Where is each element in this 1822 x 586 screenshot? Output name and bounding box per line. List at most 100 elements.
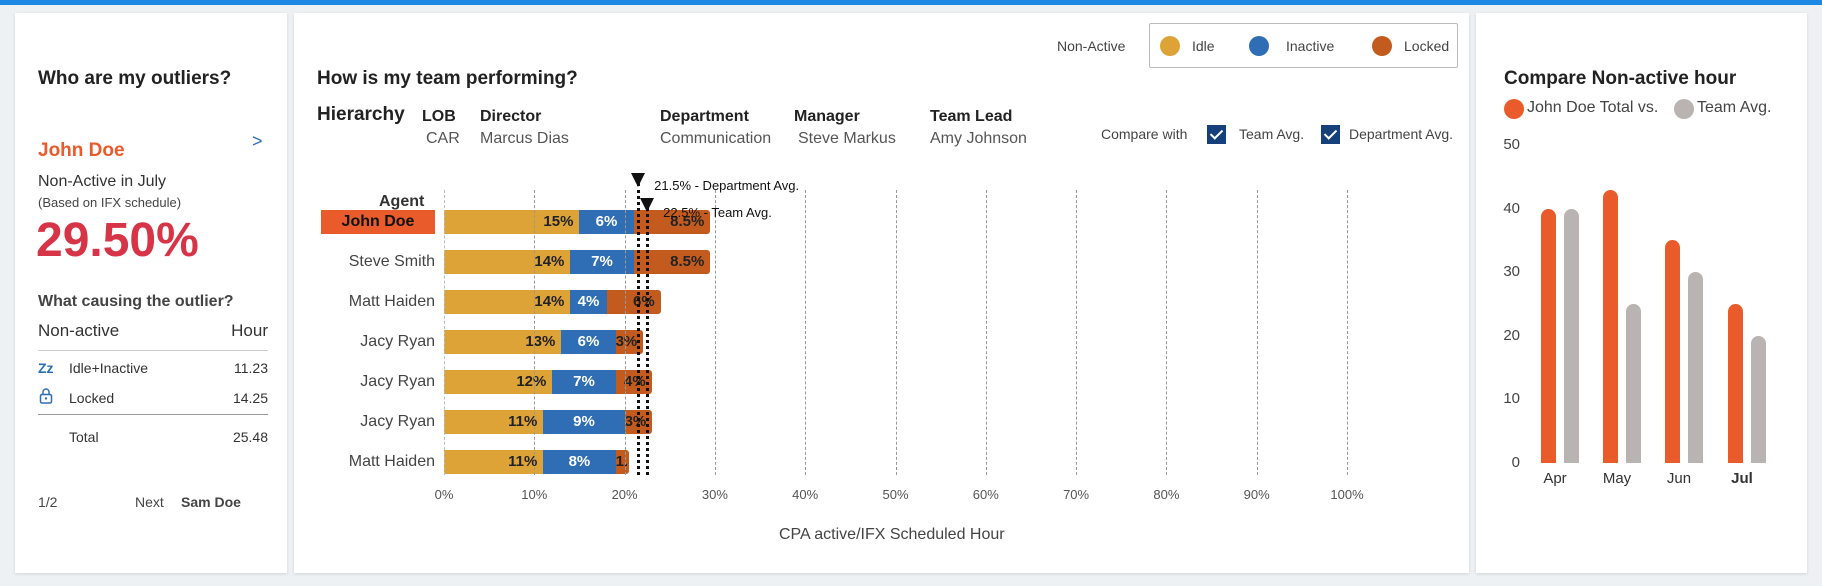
reference-label: 21.5% - Department Avg. bbox=[654, 178, 800, 193]
cause-label: Locked bbox=[69, 390, 115, 406]
outlier-period: Non-Active in July bbox=[38, 173, 167, 190]
y-tick-label: 0 bbox=[1511, 454, 1520, 471]
outlier-name[interactable]: John Doe bbox=[38, 140, 125, 161]
bar-segment-idle[interactable]: 11% bbox=[444, 450, 544, 474]
bar-segment-inactive[interactable]: 8% bbox=[543, 450, 616, 474]
cause-total-value: 25.48 bbox=[232, 429, 268, 445]
legend-john-doe: John Doe Total vs. bbox=[1527, 99, 1659, 116]
bar-segment-inactive[interactable]: 9% bbox=[543, 410, 625, 434]
idle-dot-icon bbox=[1160, 36, 1180, 56]
agent-name[interactable]: Jacy Ryan bbox=[360, 373, 435, 390]
john-doe-dot-icon bbox=[1504, 99, 1524, 119]
next-name[interactable]: Sam Doe bbox=[181, 494, 241, 510]
gridline bbox=[714, 190, 716, 475]
team-performance-card: How is my team performing? Non-Active Id… bbox=[294, 13, 1469, 573]
x-tick-label: May bbox=[1602, 470, 1632, 487]
hier-label-department: Department bbox=[660, 108, 749, 125]
divider bbox=[38, 350, 268, 351]
zz-sleep-icon: Zz bbox=[38, 360, 54, 376]
bar-segment-idle[interactable]: 15% bbox=[444, 210, 580, 234]
bar-segment-inactive[interactable]: 7% bbox=[552, 370, 616, 394]
cause-row: Zz Idle+Inactive 11.23 bbox=[38, 360, 268, 376]
gridline bbox=[895, 190, 897, 475]
gridline bbox=[1166, 190, 1168, 475]
team-avg-label[interactable]: Team Avg. bbox=[1239, 126, 1305, 142]
x-tick-label: 30% bbox=[701, 487, 728, 502]
hier-label-director: Director bbox=[480, 108, 542, 125]
outlier-percent: 29.50% bbox=[36, 214, 199, 267]
bar-team-avg[interactable] bbox=[1626, 304, 1641, 463]
top-accent-bar bbox=[0, 0, 1822, 5]
bar-segment-inactive[interactable]: 4% bbox=[570, 290, 607, 314]
chevron-right-icon[interactable]: > bbox=[252, 131, 263, 151]
agent-name[interactable]: Jacy Ryan bbox=[360, 413, 435, 430]
legend-inactive: Inactive bbox=[1286, 38, 1335, 54]
compare-card: Compare Non-active hour John Doe Total v… bbox=[1476, 13, 1807, 573]
reference-line bbox=[637, 183, 641, 475]
x-tick-label: 40% bbox=[792, 487, 819, 502]
bar-segment-locked[interactable]: 1.5% bbox=[615, 450, 630, 474]
bar-john-doe[interactable] bbox=[1728, 304, 1743, 463]
team-avg-dot-icon bbox=[1674, 99, 1694, 119]
bar-segment-inactive[interactable]: 6% bbox=[561, 330, 616, 354]
team-avg-checkbox[interactable] bbox=[1207, 125, 1226, 144]
bar-segment-inactive[interactable]: 7% bbox=[570, 250, 634, 274]
bar-john-doe[interactable] bbox=[1665, 240, 1680, 463]
x-tick-label: 80% bbox=[1153, 487, 1180, 502]
department-avg-checkbox[interactable] bbox=[1321, 125, 1340, 144]
cause-col-left: Non-active bbox=[38, 321, 120, 340]
next-label[interactable]: Next bbox=[135, 494, 164, 510]
reference-line bbox=[646, 208, 650, 475]
compare-bar-chart: 0 10 20 30 40 50 Apr May Jun Jul bbox=[1476, 13, 1807, 573]
bar-john-doe[interactable] bbox=[1603, 189, 1618, 463]
y-tick-label: 40 bbox=[1503, 199, 1520, 217]
x-tick-label: Apr bbox=[1543, 470, 1567, 487]
agent-name[interactable]: Matt Haiden bbox=[348, 293, 435, 310]
hier-label-lob: LOB bbox=[422, 108, 456, 125]
legend-label: Non-Active bbox=[1057, 38, 1126, 54]
x-tick-label: 50% bbox=[882, 487, 909, 502]
bar-segment-idle[interactable]: 14% bbox=[444, 250, 571, 274]
cause-value: 11.23 bbox=[234, 360, 268, 376]
gridline bbox=[444, 190, 445, 475]
bar-team-avg[interactable] bbox=[1564, 208, 1579, 463]
cause-col-right: Hour bbox=[231, 321, 268, 340]
reference-marker-icon bbox=[640, 198, 655, 212]
compare-label: Compare with bbox=[1101, 126, 1188, 142]
agent-name[interactable]: Steve Smith bbox=[348, 253, 435, 270]
bar-segment-locked[interactable]: 4% bbox=[615, 370, 652, 394]
x-tick-label: 10% bbox=[521, 487, 548, 502]
x-tick-label: 70% bbox=[1063, 487, 1090, 502]
x-tick-label: 0% bbox=[434, 487, 454, 502]
x-tick-label: 90% bbox=[1243, 487, 1270, 502]
x-axis-label: CPA active/IFX Scheduled Hour bbox=[779, 526, 1005, 543]
bar-team-avg[interactable] bbox=[1688, 272, 1703, 463]
outlier-basis: (Based on IFX schedule) bbox=[38, 195, 182, 210]
bar-segment-idle[interactable]: 11% bbox=[444, 410, 544, 434]
legend-idle: Idle bbox=[1192, 38, 1215, 54]
reference-marker-icon bbox=[631, 173, 646, 187]
bar-john-doe[interactable] bbox=[1541, 208, 1556, 463]
x-tick-label: Jun bbox=[1666, 470, 1692, 487]
gridline bbox=[805, 190, 807, 475]
outliers-title: Who are my outliers? bbox=[38, 68, 232, 89]
x-tick-label: 60% bbox=[972, 487, 999, 502]
department-avg-label[interactable]: Department Avg. bbox=[1349, 126, 1454, 142]
bar-segment-inactive[interactable]: 6% bbox=[579, 210, 634, 234]
hier-value-lob: CAR bbox=[426, 130, 460, 147]
bar-segment-idle[interactable]: 13% bbox=[444, 330, 562, 354]
y-tick-label: 20 bbox=[1503, 326, 1520, 344]
cause-value: 14.25 bbox=[232, 390, 268, 406]
agent-name-highlight[interactable]: John Doe bbox=[321, 210, 435, 234]
bar-segment-idle[interactable]: 14% bbox=[444, 290, 571, 314]
agent-name[interactable]: Matt Haiden bbox=[348, 453, 435, 470]
gridline bbox=[1347, 190, 1348, 475]
hier-value-manager: Steve Markus bbox=[798, 130, 896, 147]
locked-dot-icon bbox=[1372, 36, 1392, 56]
y-tick-label: 10 bbox=[1503, 390, 1520, 408]
bar-team-avg[interactable] bbox=[1751, 335, 1766, 463]
agent-name[interactable]: Jacy Ryan bbox=[360, 333, 435, 350]
legend-locked: Locked bbox=[1404, 38, 1450, 54]
gridline bbox=[624, 190, 626, 475]
pager-count: 1/2 bbox=[38, 494, 58, 510]
